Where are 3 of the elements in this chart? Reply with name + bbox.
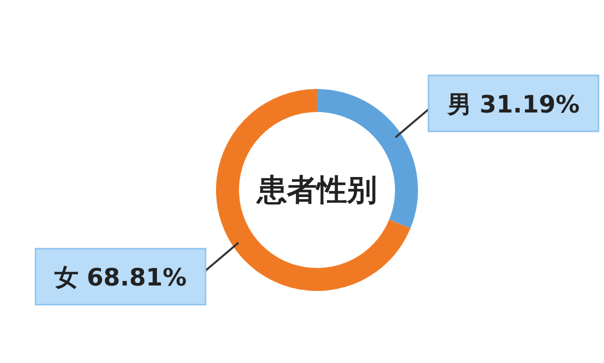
text: 患者性别 bbox=[255, 173, 377, 208]
slice-label: 男 31.19% bbox=[446, 90, 580, 118]
slice-label: 女 68.81% bbox=[53, 264, 187, 292]
